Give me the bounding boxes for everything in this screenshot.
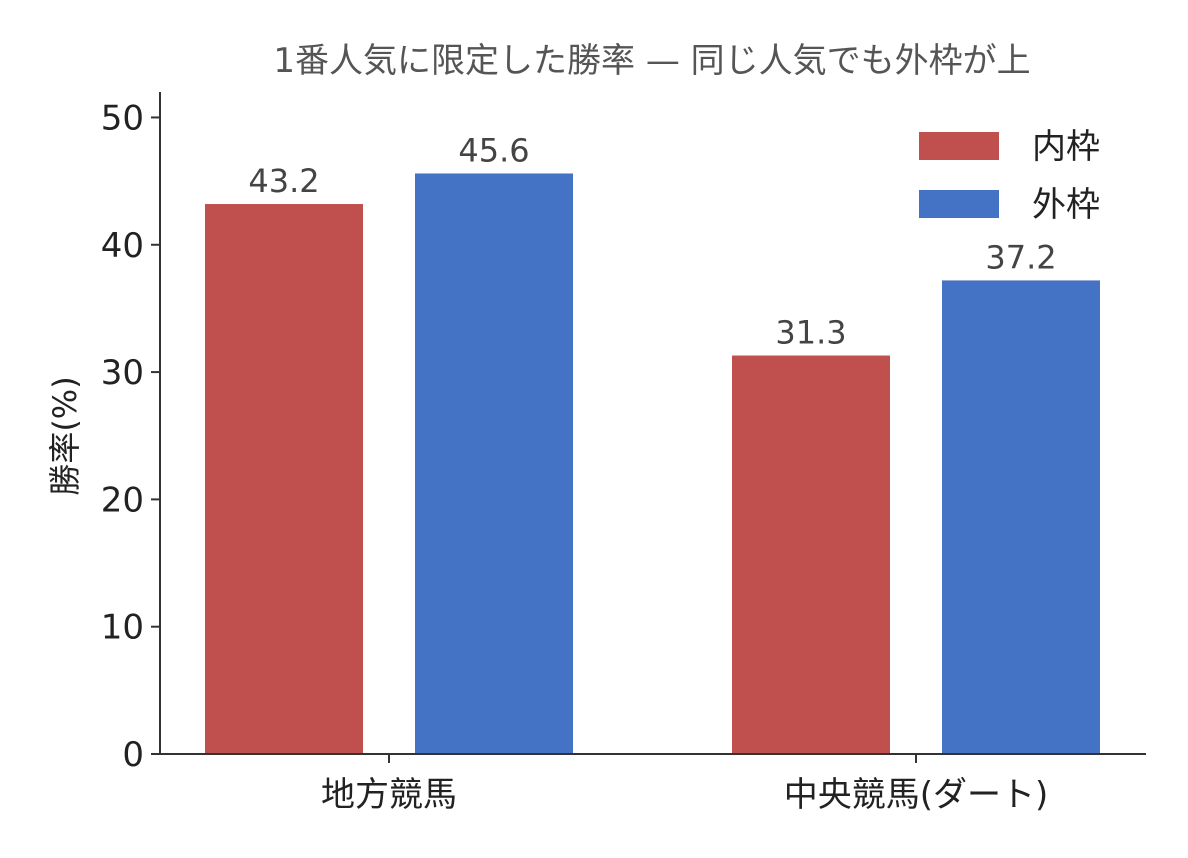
bar xyxy=(942,280,1100,754)
legend-label: 外枠 xyxy=(1032,185,1100,225)
chart-title: 1番人気に限定した勝率 — 同じ人気でも外枠が上 xyxy=(273,41,1030,81)
x-tick-label: 地方競馬 xyxy=(321,775,457,815)
y-tick-label: 10 xyxy=(101,608,144,648)
data-label: 31.3 xyxy=(775,314,846,352)
legend-label: 内枠 xyxy=(1032,127,1100,167)
bar xyxy=(415,173,573,754)
x-tick-label: 中央競馬(ダート) xyxy=(784,775,1049,815)
y-axis-label: 勝率(%) xyxy=(46,376,84,495)
y-tick-label: 20 xyxy=(101,480,144,520)
y-tick-label: 50 xyxy=(101,98,144,138)
bar xyxy=(732,355,890,754)
bar xyxy=(205,204,363,754)
y-tick-label: 40 xyxy=(101,226,144,266)
data-label: 45.6 xyxy=(458,131,529,169)
data-label: 43.2 xyxy=(248,162,319,200)
y-tick-label: 30 xyxy=(101,353,144,393)
legend-swatch xyxy=(919,132,999,160)
legend-swatch xyxy=(919,190,999,218)
y-tick-label: 0 xyxy=(122,735,144,775)
data-label: 37.2 xyxy=(985,238,1056,276)
plot-area: 43.2 31.3 45.6 37.2 0 10 20 30 40 50 地方競馬 中央競馬(ダート) xyxy=(101,92,1146,815)
